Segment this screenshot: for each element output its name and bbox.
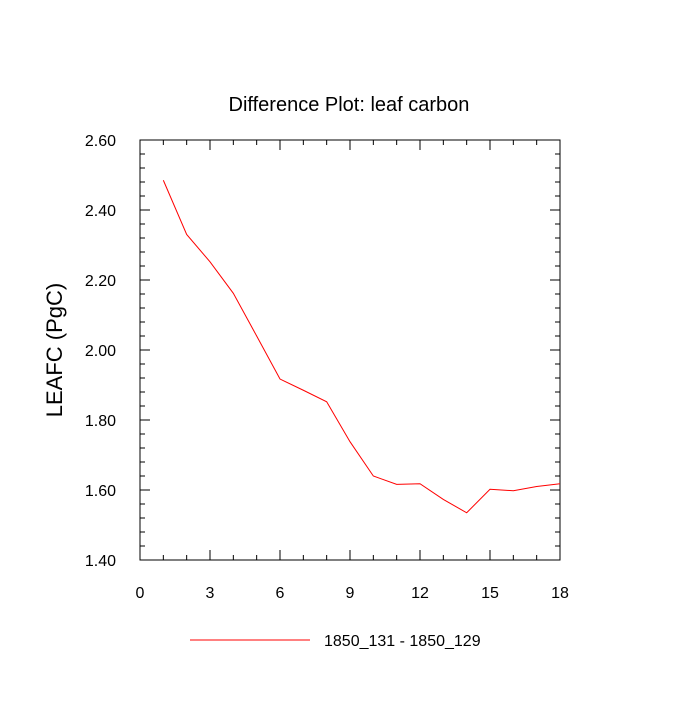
y-tick-label: 1.80 — [85, 413, 116, 430]
plot-frame — [139, 139, 561, 561]
y-tick-label: 1.60 — [85, 483, 116, 500]
series-line — [162, 180, 561, 514]
y-tick-label: 2.00 — [85, 343, 116, 360]
x-tick-label: 12 — [411, 585, 429, 602]
x-tick-label: 9 — [346, 585, 355, 602]
series-layer — [162, 180, 561, 514]
legend: 1850_131 - 1850_129 — [190, 633, 481, 650]
axis-ticks: 0 3 6 9 12 15 18 1.40 1.60 1.80 2.00 2.20 2.40 2.60 — [85, 133, 569, 602]
y-tick-label: 1.40 — [85, 553, 116, 570]
y-axis-label: LEAFC (PgC) — [42, 283, 67, 417]
x-tick-label: 15 — [481, 585, 499, 602]
x-tick-label: 18 — [551, 585, 569, 602]
x-tick-label: 3 — [206, 585, 215, 602]
x-tick-label: 6 — [276, 585, 285, 602]
legend-label: 1850_131 - 1850_129 — [324, 633, 481, 650]
x-tick-label: 0 — [136, 585, 145, 602]
chart-title: Difference Plot: leaf carbon — [229, 94, 470, 116]
y-tick-label: 2.60 — [85, 133, 116, 150]
y-tick-label: 2.20 — [85, 273, 116, 290]
y-tick-label: 2.40 — [85, 203, 116, 220]
